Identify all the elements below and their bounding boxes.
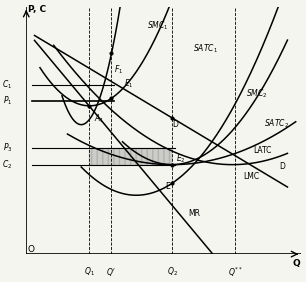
Text: $C_1$: $C_1$ xyxy=(2,78,13,91)
Text: $F_1$: $F_1$ xyxy=(114,64,124,76)
Text: $Q^{**}$: $Q^{**}$ xyxy=(228,266,243,279)
Text: P, C: P, C xyxy=(28,5,46,14)
Text: $C_2$: $C_2$ xyxy=(2,158,13,171)
Text: $Q_2$: $Q_2$ xyxy=(166,266,177,278)
Text: $SMC_1$: $SMC_1$ xyxy=(147,19,169,32)
Text: LMC: LMC xyxy=(244,172,260,181)
Text: LATC: LATC xyxy=(253,146,272,155)
Text: D: D xyxy=(279,162,285,171)
Text: $SATC_1$: $SATC_1$ xyxy=(192,43,218,55)
Text: Q: Q xyxy=(293,259,301,268)
Text: $P_1$: $P_1$ xyxy=(3,95,13,107)
Text: MR: MR xyxy=(188,210,200,219)
Text: $A_1$: $A_1$ xyxy=(94,112,104,125)
Text: $E_2$: $E_2$ xyxy=(176,152,186,165)
Text: $E_1$: $E_1$ xyxy=(124,78,133,91)
Text: $Q'$: $Q'$ xyxy=(106,266,117,278)
Text: $P_3$: $P_3$ xyxy=(3,142,13,155)
Text: $SMC_2$: $SMC_2$ xyxy=(246,87,268,100)
Text: D: D xyxy=(172,120,178,129)
Text: $SATC_2$: $SATC_2$ xyxy=(264,118,289,131)
Text: O: O xyxy=(28,245,35,254)
Text: $Q_1$: $Q_1$ xyxy=(84,266,95,278)
Text: E: E xyxy=(165,182,170,191)
